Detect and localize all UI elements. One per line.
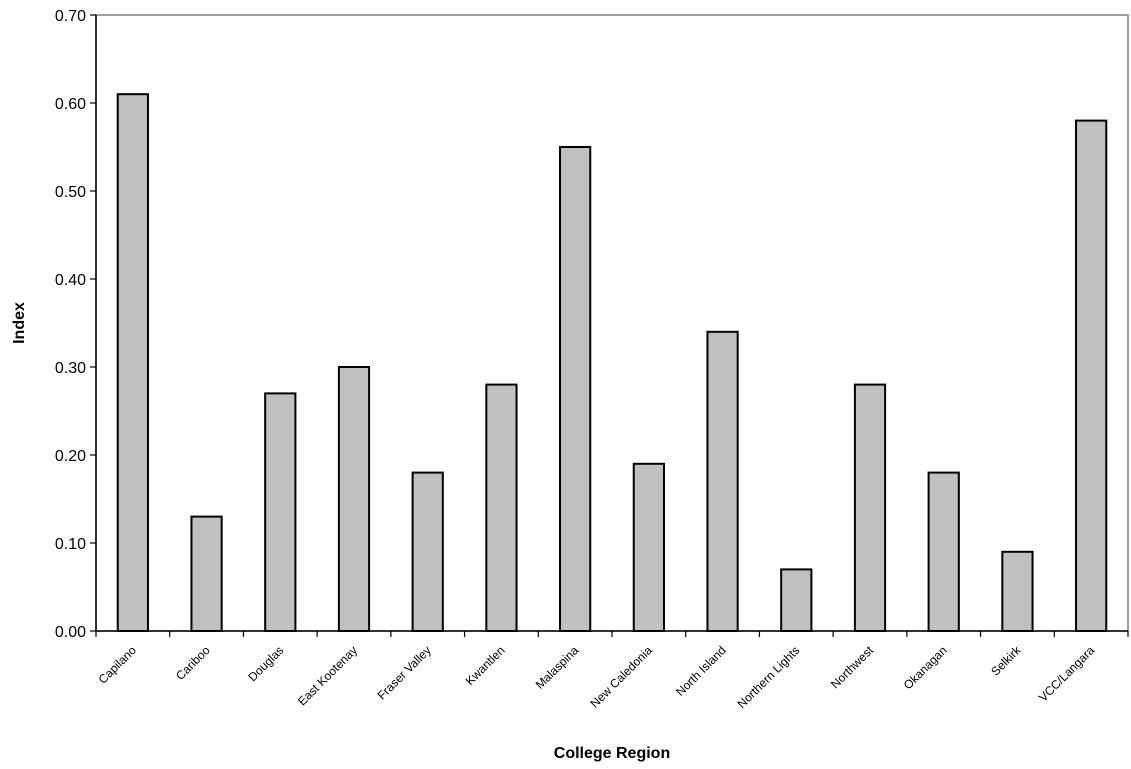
- bar: [706, 330, 739, 632]
- y-axis-title: Index: [11, 302, 28, 344]
- bar: [485, 383, 518, 632]
- y-tick-label: 0.30: [55, 360, 86, 377]
- y-tick-label: 0.40: [55, 272, 86, 289]
- y-tick-label: 0.70: [55, 8, 86, 25]
- bar: [927, 471, 960, 632]
- bar: [853, 383, 887, 632]
- x-axis-title: College Region: [554, 745, 670, 762]
- x-tick-label: Malaspina: [533, 643, 582, 692]
- x-tick-label: Fraser Valley: [375, 643, 434, 702]
- x-axis: Capilano Cariboo Douglas East Kootenay Frase…: [95, 630, 1129, 711]
- x-tick-label: Kwantlen: [463, 643, 508, 688]
- y-tick-label: 0.10: [55, 536, 86, 553]
- y-tick-label: 0.00: [55, 624, 86, 641]
- x-tick-label: Capilano: [96, 643, 140, 687]
- y-tick-label: 0.20: [55, 448, 86, 465]
- x-tick-label: East Kootenay: [295, 643, 360, 708]
- x-tick-label: Northern Lights: [734, 643, 802, 711]
- x-tick-label: Okanagan: [901, 643, 950, 692]
- bars-group: [116, 93, 1108, 633]
- y-axis: 0.00 0.10 0.20 0.30 0.40 0.50 0.60 0.70: [55, 8, 97, 641]
- x-tick-label: North Island: [673, 643, 729, 699]
- bar: [1001, 550, 1034, 632]
- bar: [780, 568, 813, 633]
- x-tick-label: Selkirk: [988, 643, 1024, 679]
- x-tick-label: Douglas: [245, 643, 286, 684]
- bar: [190, 515, 223, 632]
- bar: [337, 366, 371, 632]
- y-tick-label: 0.60: [55, 96, 86, 113]
- bar: [632, 462, 665, 632]
- y-tick-label: 0.50: [55, 184, 86, 201]
- bar: [116, 93, 149, 632]
- x-tick-label: New Caledonia: [588, 643, 656, 711]
- plot-area: [95, 14, 1129, 632]
- x-tick-label: Cariboo: [173, 643, 213, 683]
- bar: [1075, 119, 1108, 632]
- x-tick-label: VCC/Langara: [1036, 643, 1098, 705]
- bar: [411, 471, 444, 632]
- bar: [559, 146, 592, 632]
- bar: [264, 392, 297, 632]
- x-tick-label: Northwest: [828, 643, 877, 692]
